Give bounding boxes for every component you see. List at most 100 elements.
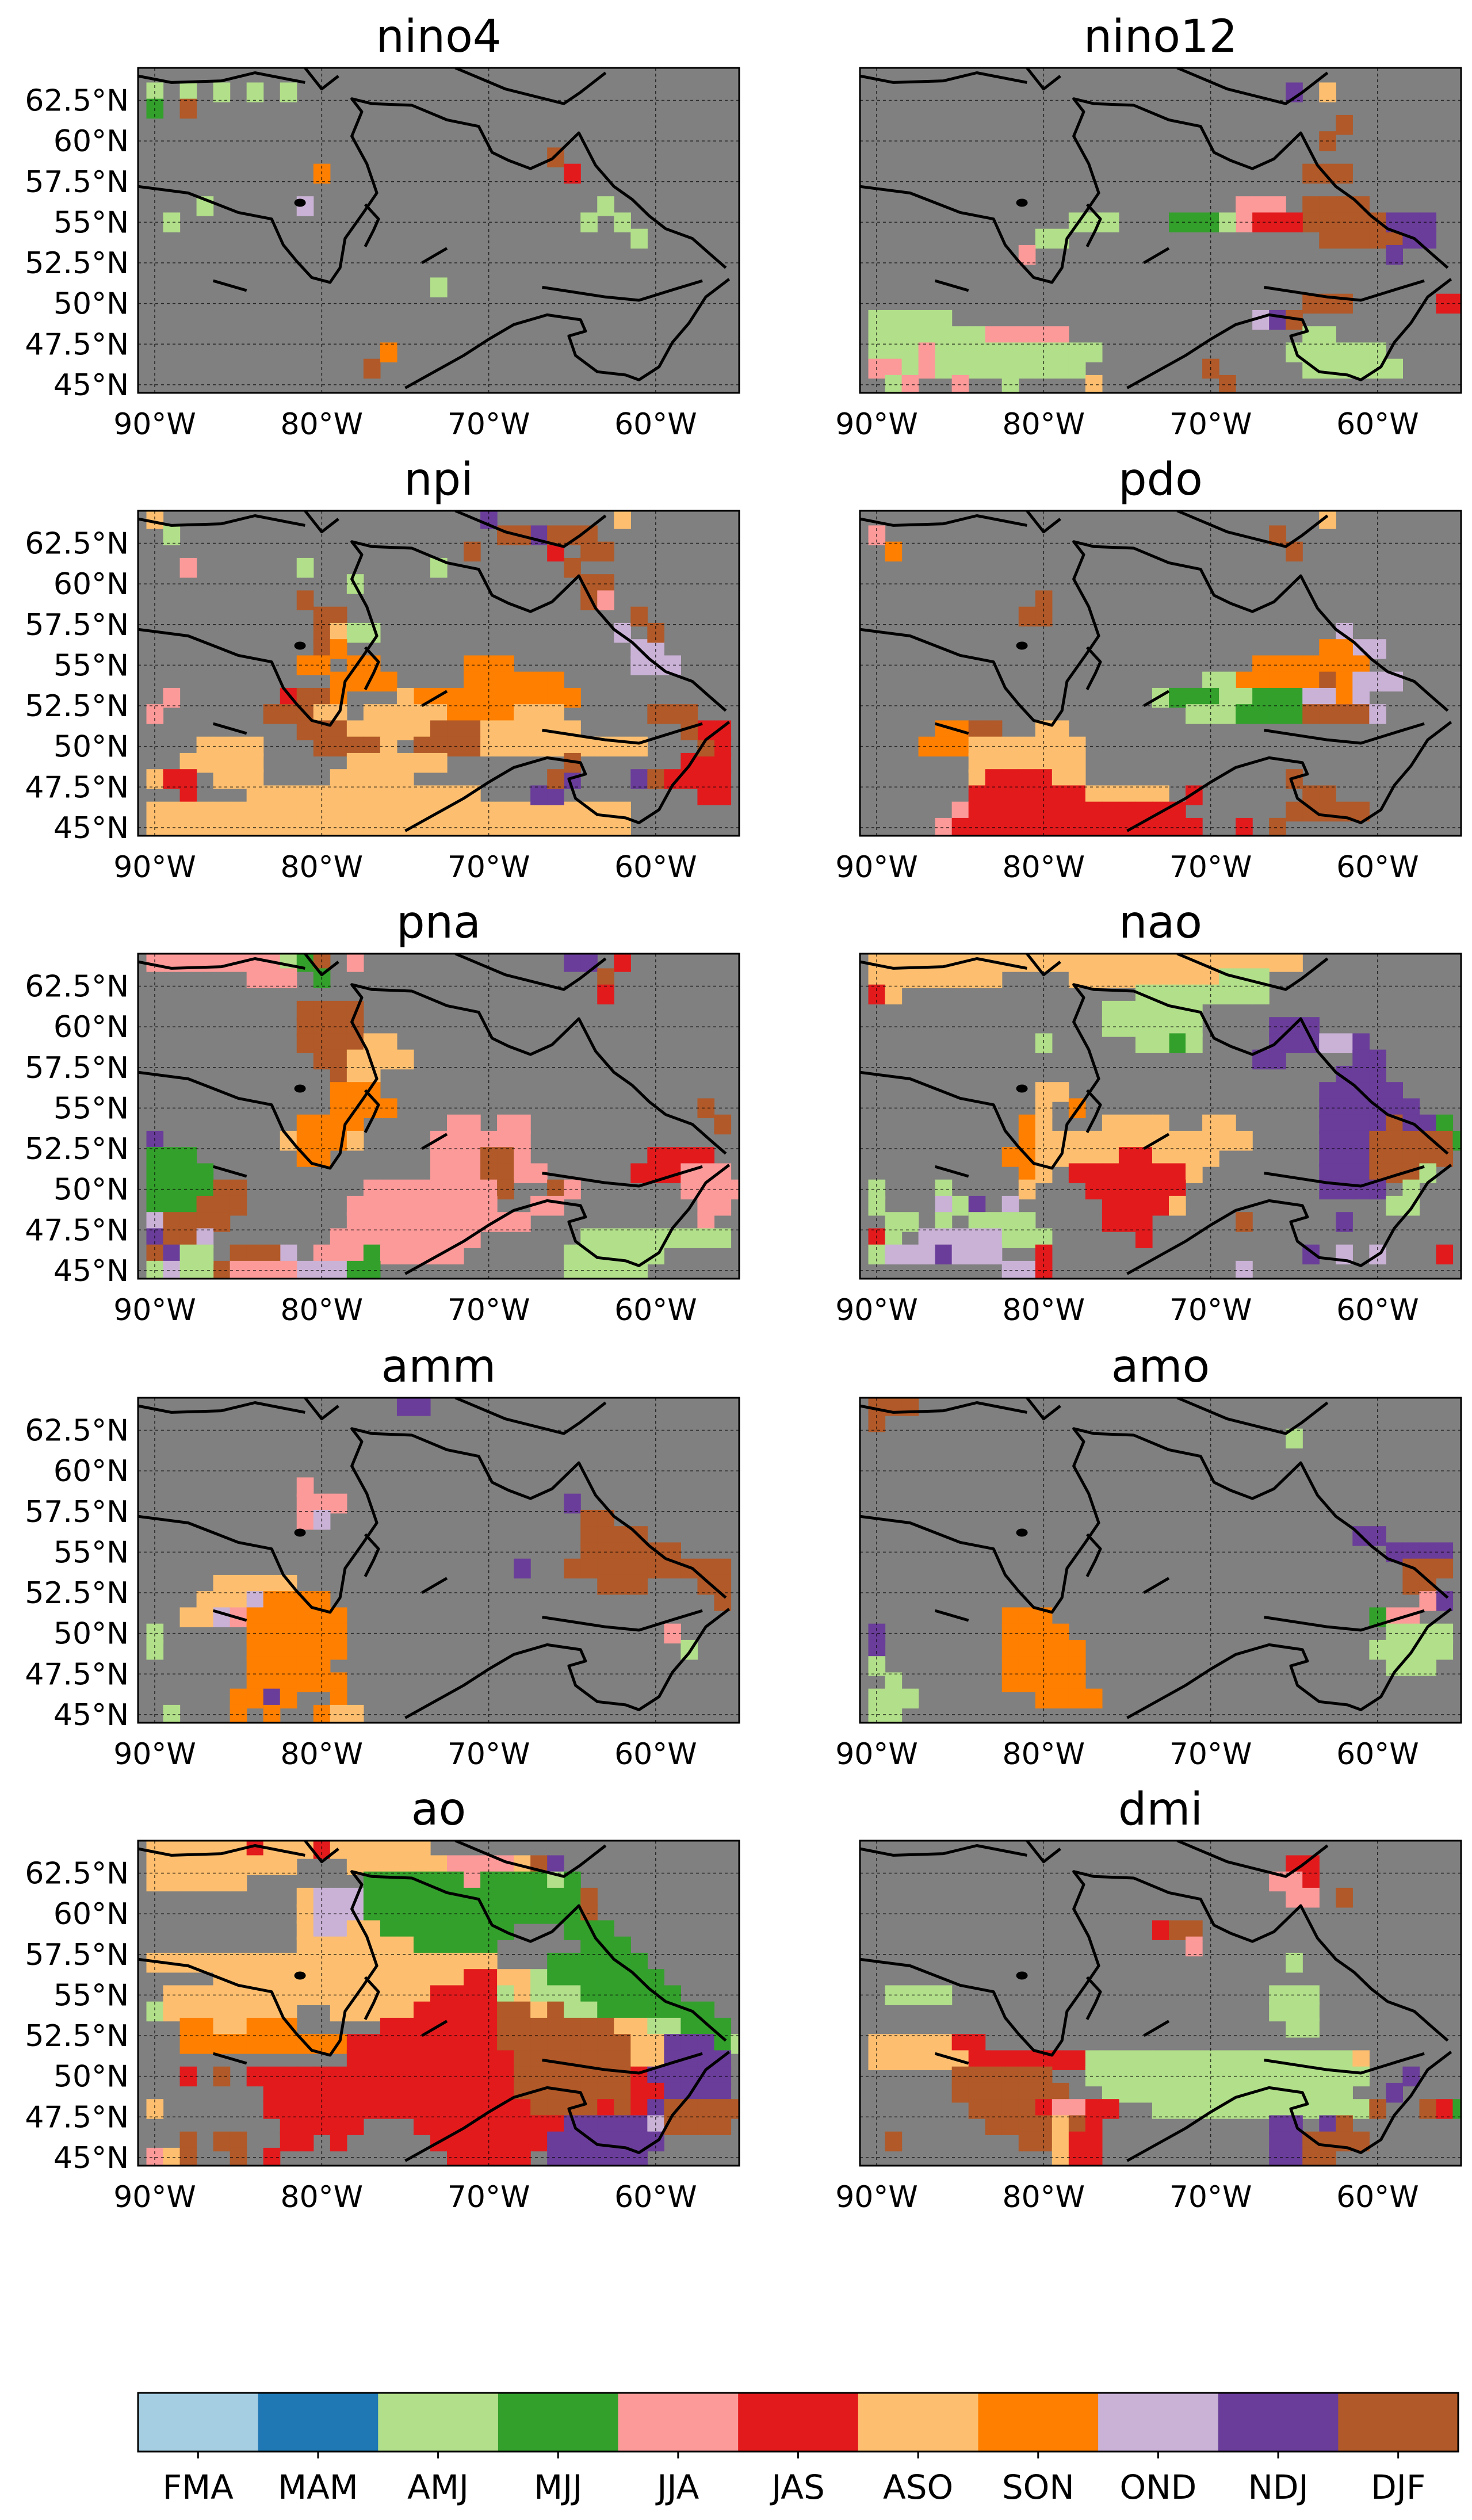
- heat-cell-amj: [868, 1195, 886, 1216]
- heat-cell-djf: [179, 98, 197, 119]
- heat-cell-jja: [296, 1509, 314, 1530]
- y-tick-label: 52.5°N: [25, 1576, 129, 1611]
- heat-cell-amj: [1118, 2082, 1136, 2103]
- coastline: [860, 514, 1027, 527]
- coastline: [404, 1608, 731, 1719]
- heat-cell-amj: [179, 1260, 197, 1279]
- heat-cell-aso: [430, 817, 448, 836]
- coastline: [138, 514, 305, 527]
- coastline: [860, 1427, 1449, 1614]
- x-tick-label: 60°W: [1336, 850, 1419, 885]
- heat-cell-amj: [1152, 1033, 1169, 1053]
- heat-cell-aso: [1319, 82, 1336, 102]
- island: [294, 1528, 306, 1537]
- heat-cell-jja: [1018, 244, 1036, 265]
- heat-cell-jas: [514, 2147, 531, 2166]
- heat-cell-aso: [313, 817, 331, 836]
- heat-cell-son: [1085, 1688, 1103, 1709]
- coastline: [454, 68, 607, 105]
- coastline: [364, 1089, 380, 1133]
- y-tick-label: 60°N: [53, 1897, 129, 1932]
- heat-cell-djf: [1302, 704, 1320, 724]
- heat-cell-amj: [1219, 984, 1236, 1005]
- heat-cell-aso: [213, 769, 231, 789]
- coastline: [1085, 646, 1102, 690]
- x-tick-label: 70°W: [448, 850, 530, 885]
- heat-cell-aso: [363, 817, 381, 836]
- heat-cell-son: [330, 1639, 347, 1660]
- heat-cell-aso: [614, 511, 631, 529]
- heat-cell-aso: [497, 817, 514, 836]
- coastline: [1026, 511, 1061, 534]
- heat-cell-jas: [396, 2099, 414, 2119]
- coastline: [738, 1672, 739, 1674]
- coastline: [1176, 1841, 1329, 1878]
- panel-ao: ao 90°W 80°W 70°W 60°W 45°N 47.5°N 50°N 52.5°N 55…: [25, 1784, 740, 2215]
- heat-cell-aso: [530, 736, 548, 757]
- heat-cell-amj: [146, 1260, 164, 1279]
- heat-cell-amj: [1302, 2017, 1320, 2038]
- heat-cell-djf: [547, 769, 564, 789]
- panel-title: npi: [404, 454, 473, 506]
- heat-cell-djf: [213, 2131, 231, 2152]
- heat-cell-amj: [1286, 2017, 1303, 2038]
- heat-cell-aso: [530, 817, 548, 836]
- map-frame: [859, 1397, 1462, 1724]
- heat-cell-jja: [280, 968, 297, 988]
- coastline: [1085, 1533, 1102, 1577]
- heat-cell-amj: [346, 622, 364, 643]
- heat-cell-jja: [514, 1212, 531, 1232]
- heat-cell-djf: [1302, 2147, 1320, 2166]
- y-tick-label: 57.5°N: [25, 1938, 129, 1972]
- heat-cell-amj: [1102, 1017, 1119, 1037]
- heat-cell-mjj: [1269, 704, 1286, 724]
- y-tick-label: 62.5°N: [25, 1414, 129, 1448]
- heat-cell-son: [1018, 1672, 1036, 1692]
- panel-title: nino12: [1084, 11, 1238, 63]
- heat-cell-jja: [230, 1260, 247, 1279]
- heat-cell-djf: [213, 1212, 231, 1232]
- heat-cell-mjj: [1452, 2099, 1461, 2119]
- heat-cell-amj: [430, 277, 448, 297]
- heat-cell-jja: [246, 1260, 264, 1279]
- heat-cell-aso: [514, 817, 531, 836]
- heat-cell-aso: [263, 1855, 281, 1875]
- heat-cell-ndj: [935, 1244, 953, 1265]
- heat-cell-amj: [1186, 1033, 1203, 1053]
- map-area: [137, 510, 740, 837]
- heat-cell-mjj: [1236, 704, 1253, 724]
- heat-cell-jja: [1419, 1591, 1437, 1611]
- heat-cell-amj: [714, 1228, 732, 1248]
- heat-cell-aso: [396, 720, 414, 740]
- heat-cell-aso: [1219, 1130, 1236, 1151]
- heat-cell-jas: [530, 2131, 548, 2152]
- y-tick-label: 45°N: [53, 1254, 129, 1288]
- heat-cell-amj: [951, 1195, 969, 1216]
- y-tick-label: 55°N: [53, 1535, 129, 1570]
- coastline: [1026, 954, 1061, 977]
- colorbar-label: OND: [1120, 2468, 1197, 2507]
- map-frame: [137, 510, 740, 837]
- heat-cell-aso: [901, 2050, 919, 2070]
- x-tick-label: 60°W: [614, 850, 697, 885]
- y-tick-label: 47.5°N: [25, 770, 129, 805]
- heat-cell-djf: [1319, 228, 1336, 249]
- heat-cell-djf: [296, 590, 314, 610]
- coastline: [1126, 1608, 1452, 1719]
- heat-cell-aso: [330, 817, 347, 836]
- heat-cell-aso: [330, 1704, 347, 1723]
- heat-cell-aso: [918, 2050, 936, 2070]
- heat-cell-aso: [1085, 374, 1103, 393]
- heat-cell-ndj: [1386, 2082, 1403, 2103]
- y-tick-label: 55°N: [53, 1091, 129, 1126]
- heat-cell-jja: [714, 1195, 732, 1216]
- heat-cell-ond: [1336, 1033, 1353, 1053]
- heat-cell-djf: [714, 1114, 732, 1135]
- heat-cell-mjj: [530, 1904, 548, 1924]
- heat-cell-amj: [1219, 704, 1236, 724]
- heat-cell-aso: [280, 1130, 297, 1151]
- heat-cell-aso: [246, 817, 264, 836]
- x-tick-label: 90°W: [113, 1293, 196, 1328]
- heat-cell-jas: [564, 163, 581, 184]
